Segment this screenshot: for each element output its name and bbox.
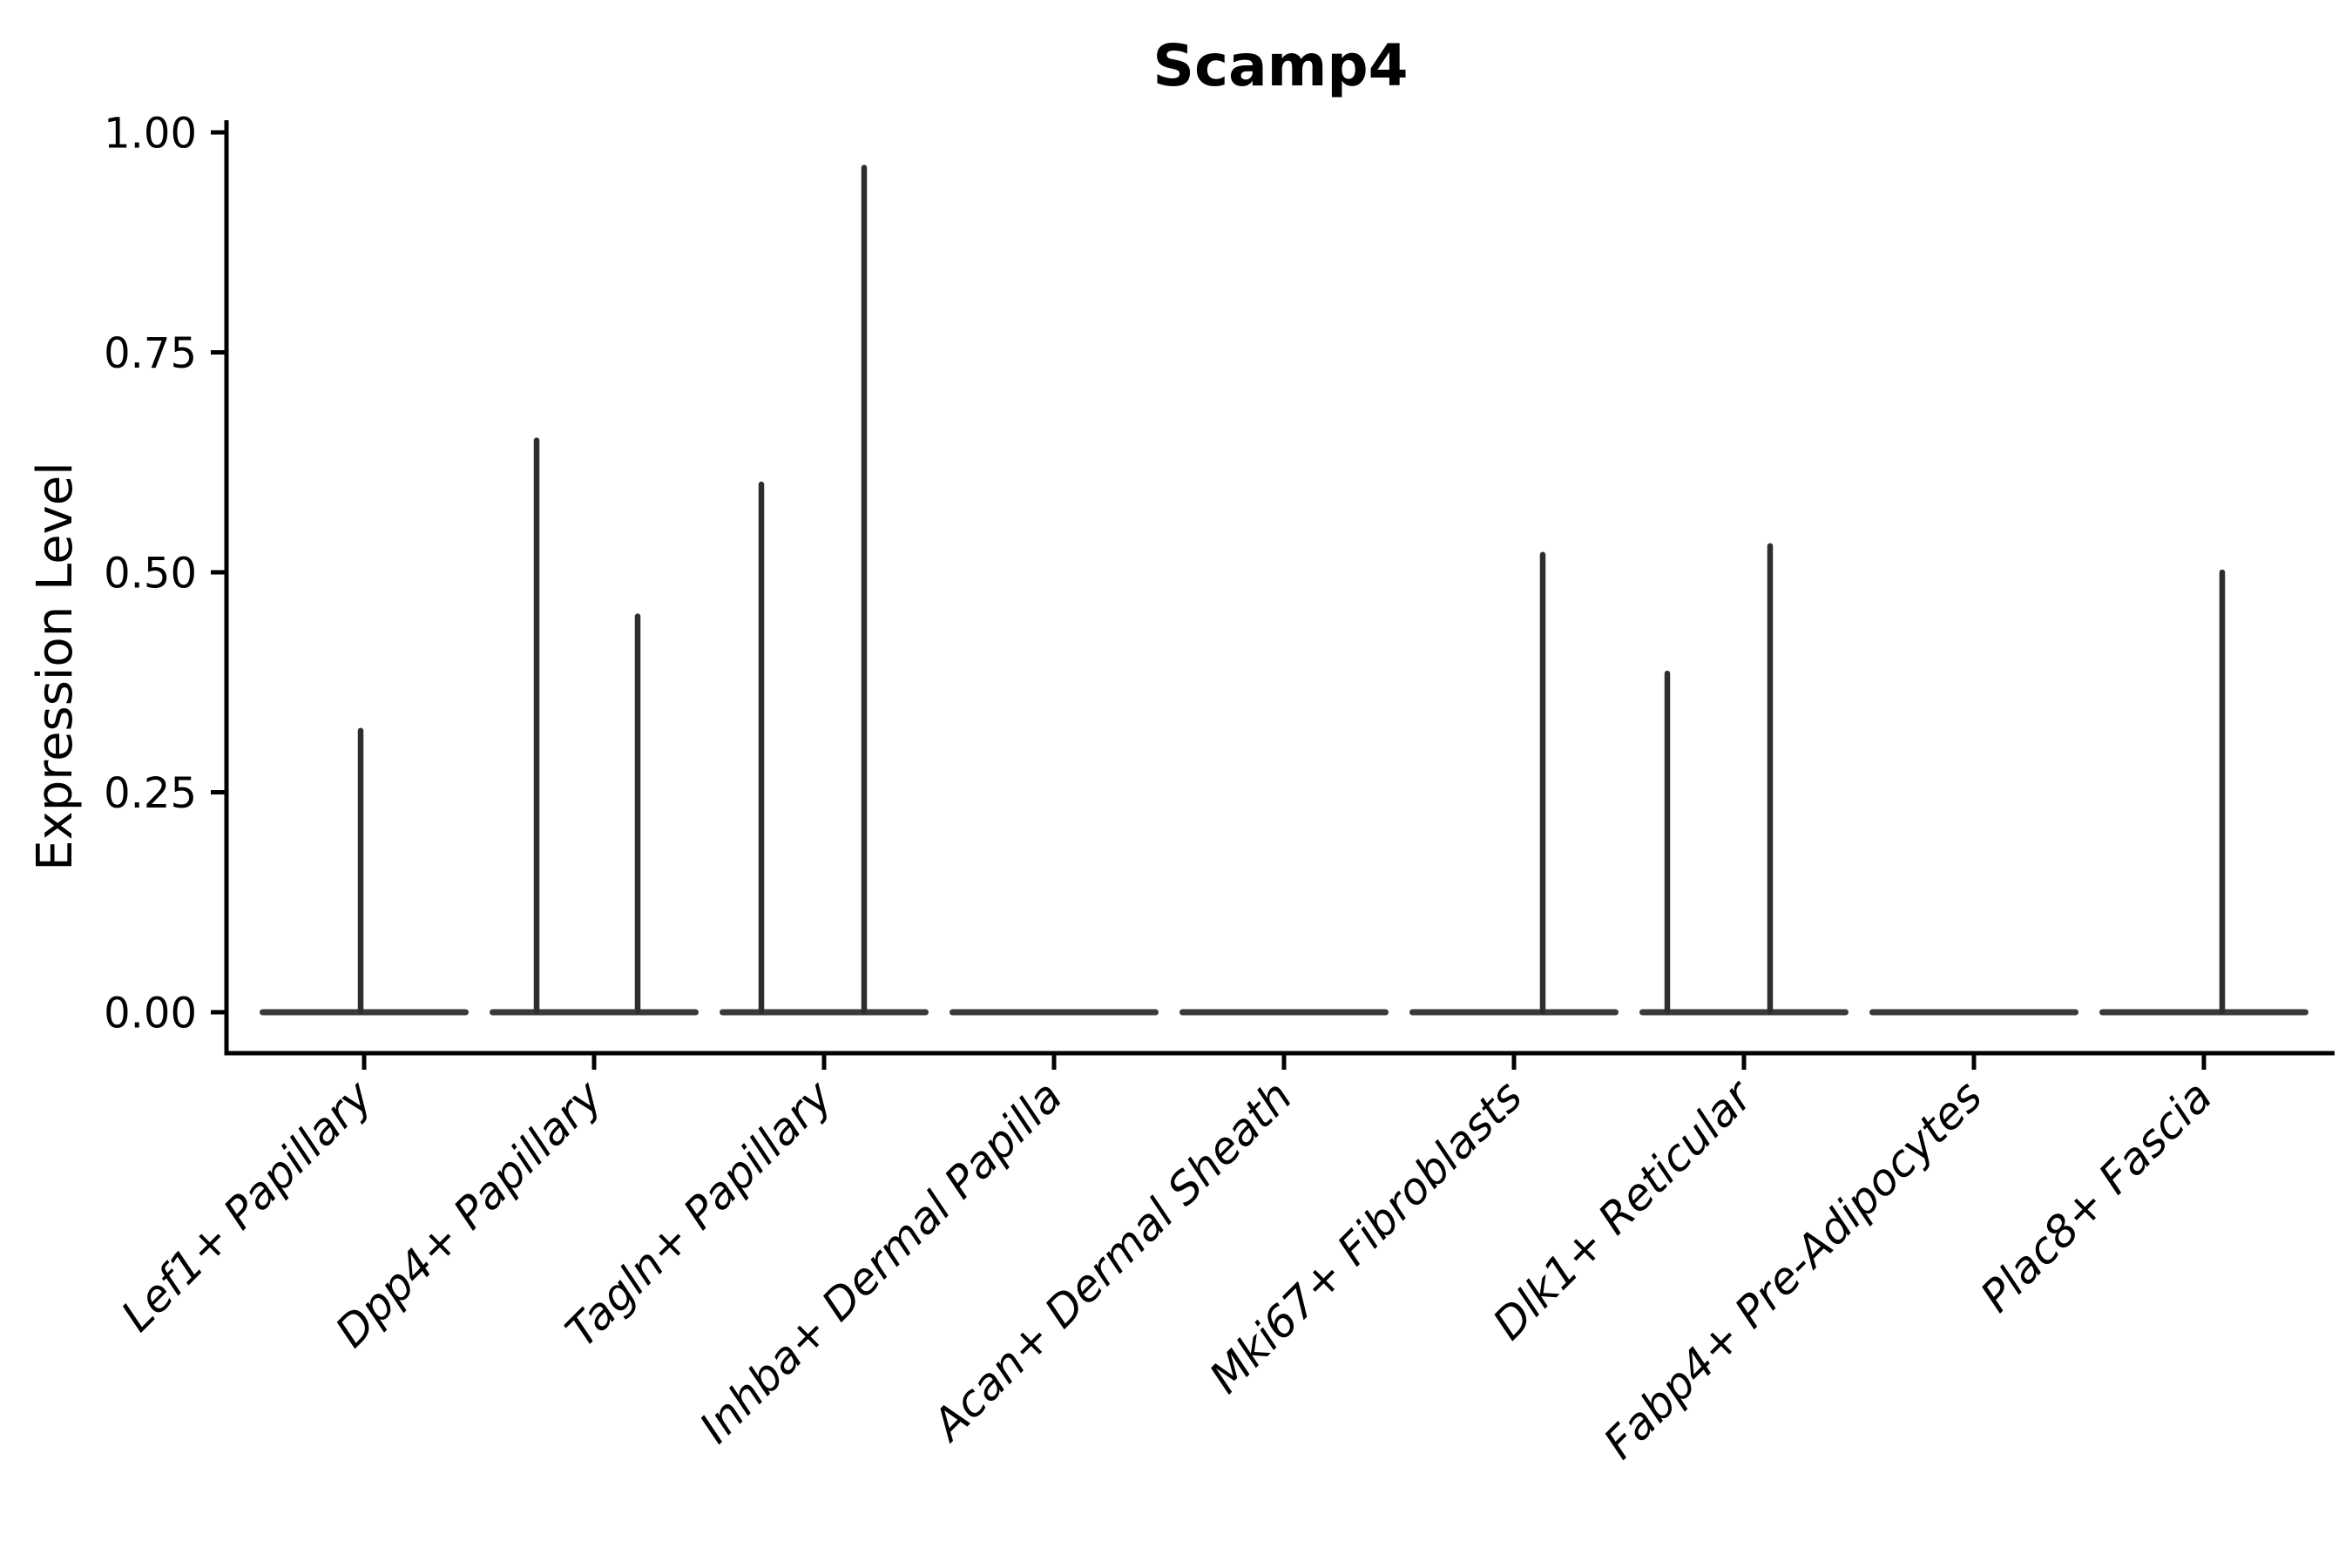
x-tick-label: Fabp4+ Pre-Adipocytes [1594,1071,1992,1469]
chart-title: Scamp4 [1152,32,1408,99]
y-tick-label: 0.75 [104,329,197,378]
violin-base [2099,1009,2308,1016]
violin-base [1179,1009,1389,1016]
violin-base [1409,1009,1619,1016]
violin-base [1639,1009,1848,1016]
y-tick-label: 1.00 [104,109,197,158]
x-tick-label: Lef1+ Papillary [112,1070,382,1341]
violin-base [1869,1009,2078,1016]
x-tick-label: Plac8+ Fascia [1971,1071,2222,1321]
y-tick-label: 0.50 [104,549,197,598]
x-tick-label: Inhba+ Dermal Papilla [690,1071,1071,1452]
y-axis-label: Expression Level [27,462,84,871]
y-tick-label: 0.25 [104,769,197,818]
violin-base [260,1009,469,1016]
violin-base [720,1009,929,1016]
violin-base [490,1009,699,1016]
y-tick-label: 0.00 [104,989,197,1037]
violin-base [950,1009,1159,1016]
